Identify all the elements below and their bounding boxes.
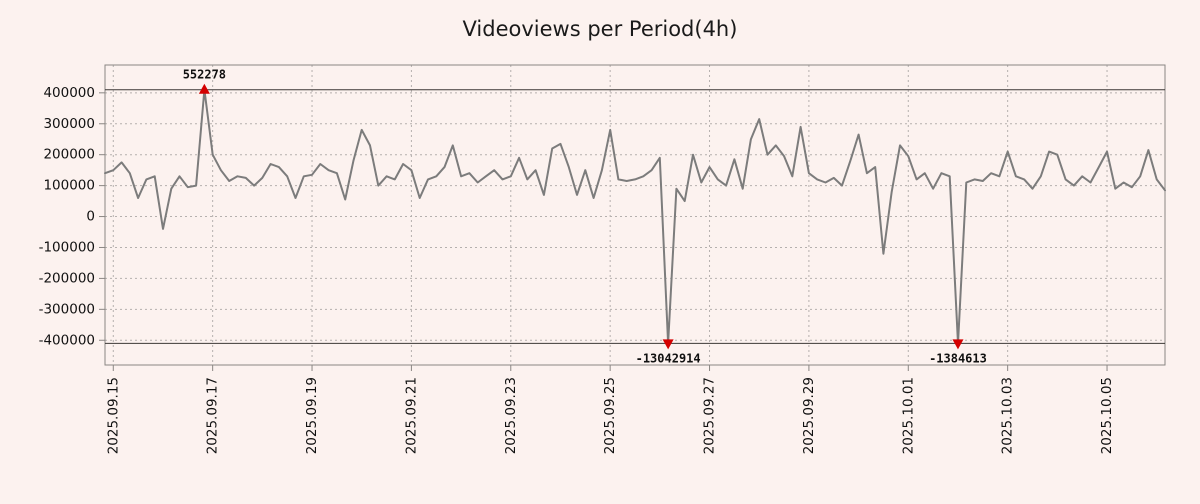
- xtick-label: 2025.10.05: [1099, 377, 1115, 454]
- xtick-label: 2025.10.01: [900, 377, 916, 454]
- xtick-label: 2025.09.25: [602, 377, 618, 454]
- xtick-label: 2025.09.15: [105, 377, 121, 454]
- xtick-label: 2025.09.23: [503, 377, 519, 454]
- xtick-label: 2025.09.21: [403, 377, 419, 454]
- chart-title: Videoviews per Period(4h): [463, 17, 738, 41]
- ytick-label: 0: [86, 209, 95, 225]
- ytick-label: -200000: [39, 270, 95, 286]
- trough-annotation: -1384613: [929, 351, 987, 365]
- plot-frame: [104, 64, 1166, 366]
- xtick-label: 2025.09.17: [205, 377, 221, 454]
- xtick-label: 2025.10.03: [1000, 377, 1016, 454]
- ytick-label: -400000: [39, 332, 95, 348]
- xtick-label: 2025.09.19: [304, 377, 320, 454]
- peak-annotation: 552278: [183, 68, 226, 82]
- trough-annotation: -13042914: [636, 351, 701, 365]
- xtick-label: 2025.09.27: [702, 377, 718, 454]
- ytick-label: 100000: [43, 178, 95, 194]
- ytick-label: 400000: [43, 85, 95, 101]
- trough-marker-icon: [952, 339, 964, 350]
- ytick-label: -100000: [39, 239, 95, 255]
- ytick-label: 300000: [43, 116, 95, 132]
- ytick-label: 200000: [43, 147, 95, 163]
- series-line: [104, 88, 1166, 345]
- xtick-label: 2025.09.29: [801, 377, 817, 454]
- plot-area: -400000 -300000 -200000 -100000 0 100000 20000…: [39, 64, 1166, 454]
- peak-marker-icon: [198, 83, 210, 94]
- trough-marker-icon: [662, 339, 674, 350]
- ytick-label: -300000: [39, 301, 95, 317]
